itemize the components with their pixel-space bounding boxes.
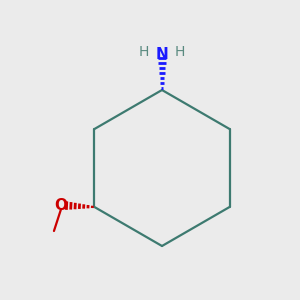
Text: N: N: [156, 46, 168, 62]
Text: H: H: [175, 45, 185, 59]
Text: O: O: [54, 198, 68, 213]
Text: H: H: [139, 45, 149, 59]
